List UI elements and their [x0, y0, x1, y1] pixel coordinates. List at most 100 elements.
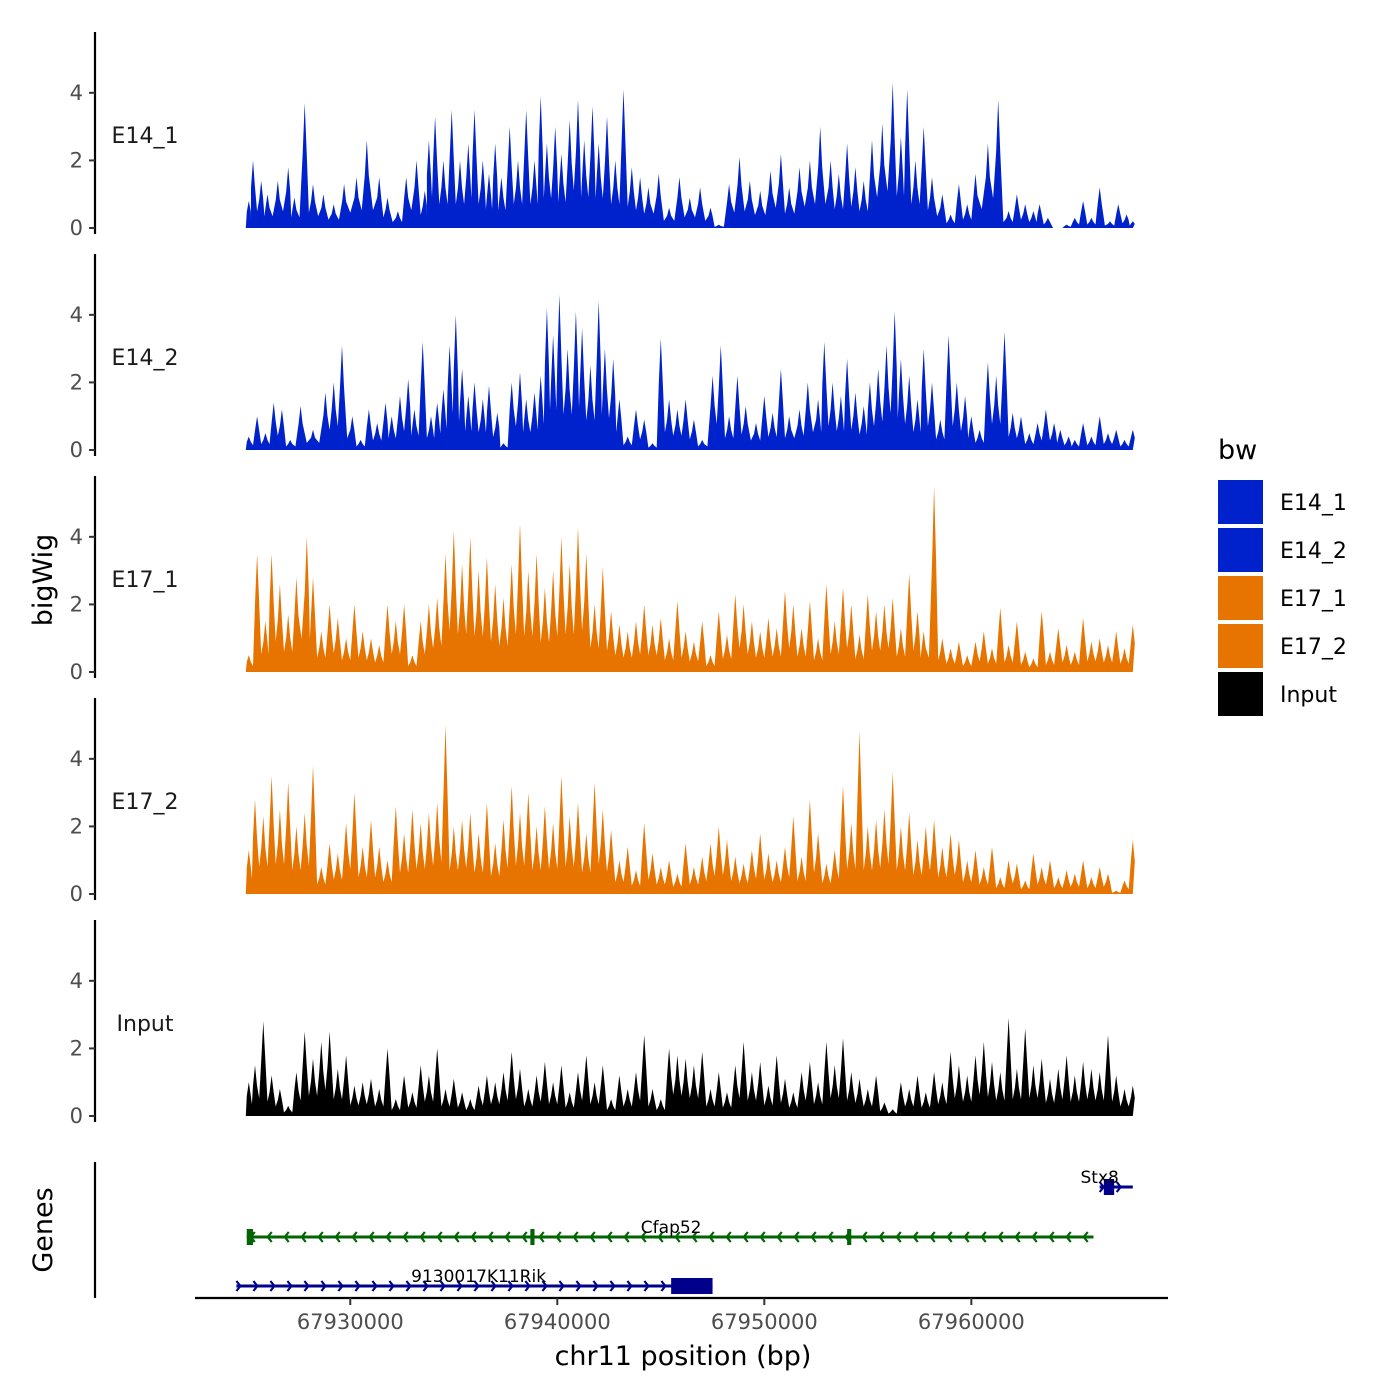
- strand-chevron: [402, 1231, 409, 1243]
- strand-chevron: [388, 1280, 395, 1292]
- strand-chevron: [606, 1231, 613, 1243]
- strand-chevron: [320, 1280, 327, 1292]
- x-tick-label: 67940000: [504, 1310, 611, 1334]
- strand-chevron: [337, 1280, 344, 1292]
- x-axis: 67930000 67940000 67950000 67960000: [195, 1296, 1168, 1334]
- exon: [847, 1229, 852, 1245]
- x-tick-label: 67950000: [711, 1310, 818, 1334]
- x-tick-label: 67960000: [918, 1310, 1025, 1334]
- gene-9130017k11rik: 9130017K11Rik: [235, 1267, 713, 1294]
- strand-chevron: [980, 1231, 987, 1243]
- strand-chevron: [861, 1231, 868, 1243]
- strand-chevron: [555, 1231, 562, 1243]
- strand-chevron: [436, 1231, 443, 1243]
- strand-chevron: [456, 1280, 463, 1292]
- x-axis-title: chr11 position (bp): [555, 1341, 812, 1372]
- strand-chevron: [1048, 1231, 1055, 1243]
- track-e14_2: 0 2 4 E14_2: [70, 254, 1135, 462]
- y-tick-label: 2: [70, 592, 83, 616]
- exon: [671, 1278, 713, 1294]
- strand-chevron: [691, 1231, 698, 1243]
- legend-swatch: [1218, 576, 1263, 620]
- coverage-area-input: [245, 1018, 1135, 1116]
- track-input: 0 2 4 Input: [70, 920, 1135, 1128]
- strand-chevron: [286, 1280, 293, 1292]
- strand-chevron: [490, 1280, 497, 1292]
- exon: [530, 1229, 535, 1245]
- strand-chevron: [572, 1231, 579, 1243]
- strand-chevron: [473, 1280, 480, 1292]
- coverage-tracks: 0 2 4 E14_1 0 2 4 E14_2 0 2 4 E17_1 0 2 4 E17_2 0 2 4 Input: [70, 32, 1135, 1128]
- strand-chevron: [827, 1231, 834, 1243]
- strand-chevron: [317, 1231, 324, 1243]
- exon: [246, 1229, 253, 1245]
- strand-chevron: [351, 1231, 358, 1243]
- track-label: E17_1: [112, 568, 179, 593]
- strand-chevron: [269, 1280, 276, 1292]
- strand-chevron: [368, 1231, 375, 1243]
- strand-chevron: [538, 1231, 545, 1243]
- legend-label: E17_1: [1280, 587, 1347, 612]
- strand-chevron: [354, 1280, 361, 1292]
- strand-chevron: [405, 1280, 412, 1292]
- strand-chevron: [997, 1231, 1004, 1243]
- strand-chevron: [524, 1280, 531, 1292]
- strand-chevron: [708, 1231, 715, 1243]
- strand-chevron: [558, 1280, 565, 1292]
- y-tick-label: 4: [70, 81, 83, 105]
- strand-chevron: [589, 1231, 596, 1243]
- strand-chevron: [1065, 1231, 1072, 1243]
- gene-stx8: Stx8: [1081, 1168, 1133, 1195]
- track-e14_1: 0 2 4 E14_1: [70, 32, 1135, 240]
- strand-chevron: [759, 1231, 766, 1243]
- strand-chevron: [742, 1231, 749, 1243]
- strand-chevron: [963, 1231, 970, 1243]
- strand-chevron: [252, 1280, 259, 1292]
- legend-swatch: [1218, 480, 1263, 524]
- strand-chevron: [470, 1231, 477, 1243]
- legend-label: E14_2: [1280, 539, 1347, 564]
- strand-chevron: [1014, 1231, 1021, 1243]
- legend-swatch: [1218, 624, 1263, 668]
- y-tick-label: 4: [70, 747, 83, 771]
- track-e17_2: 0 2 4 E17_2: [70, 698, 1135, 906]
- strand-chevron: [878, 1231, 885, 1243]
- gene-cfap52: Cfap52: [246, 1218, 1094, 1245]
- track-label: Input: [117, 1012, 174, 1037]
- strand-chevron: [946, 1231, 953, 1243]
- y-tick-label: 4: [70, 969, 83, 993]
- legend: bw E14_1 E14_2 E17_1 E17_2 Input: [1218, 435, 1347, 716]
- y-tick-label: 0: [70, 438, 83, 462]
- y-tick-label: 0: [70, 882, 83, 906]
- strand-chevron: [626, 1280, 633, 1292]
- strand-chevron: [235, 1280, 242, 1292]
- strand-chevron: [439, 1280, 446, 1292]
- strand-chevron: [504, 1231, 511, 1243]
- gene-label: Cfap52: [641, 1218, 702, 1238]
- y-tick-label: 4: [70, 303, 83, 327]
- coverage-area-e17_1: [245, 486, 1135, 672]
- strand-chevron: [1098, 1181, 1106, 1193]
- exon: [1103, 1179, 1115, 1195]
- track-label: E14_2: [112, 346, 179, 371]
- legend-swatch: [1218, 672, 1263, 716]
- strand-chevron: [623, 1231, 630, 1243]
- strand-chevron: [929, 1231, 936, 1243]
- legend-label: E14_1: [1280, 491, 1347, 516]
- strand-chevron: [371, 1280, 378, 1292]
- strand-chevron: [609, 1280, 616, 1292]
- y-tick-label: 2: [70, 814, 83, 838]
- strand-chevron: [592, 1280, 599, 1292]
- y-tick-label: 4: [70, 525, 83, 549]
- strand-chevron: [643, 1280, 650, 1292]
- strand-chevron: [575, 1280, 582, 1292]
- strand-chevron: [660, 1280, 667, 1292]
- strand-chevron: [912, 1231, 919, 1243]
- strand-chevron: [640, 1231, 647, 1243]
- strand-chevron: [422, 1280, 429, 1292]
- strand-chevron: [521, 1231, 528, 1243]
- strand-chevron: [674, 1231, 681, 1243]
- track-label: E14_1: [112, 124, 179, 149]
- y-tick-label: 0: [70, 216, 83, 240]
